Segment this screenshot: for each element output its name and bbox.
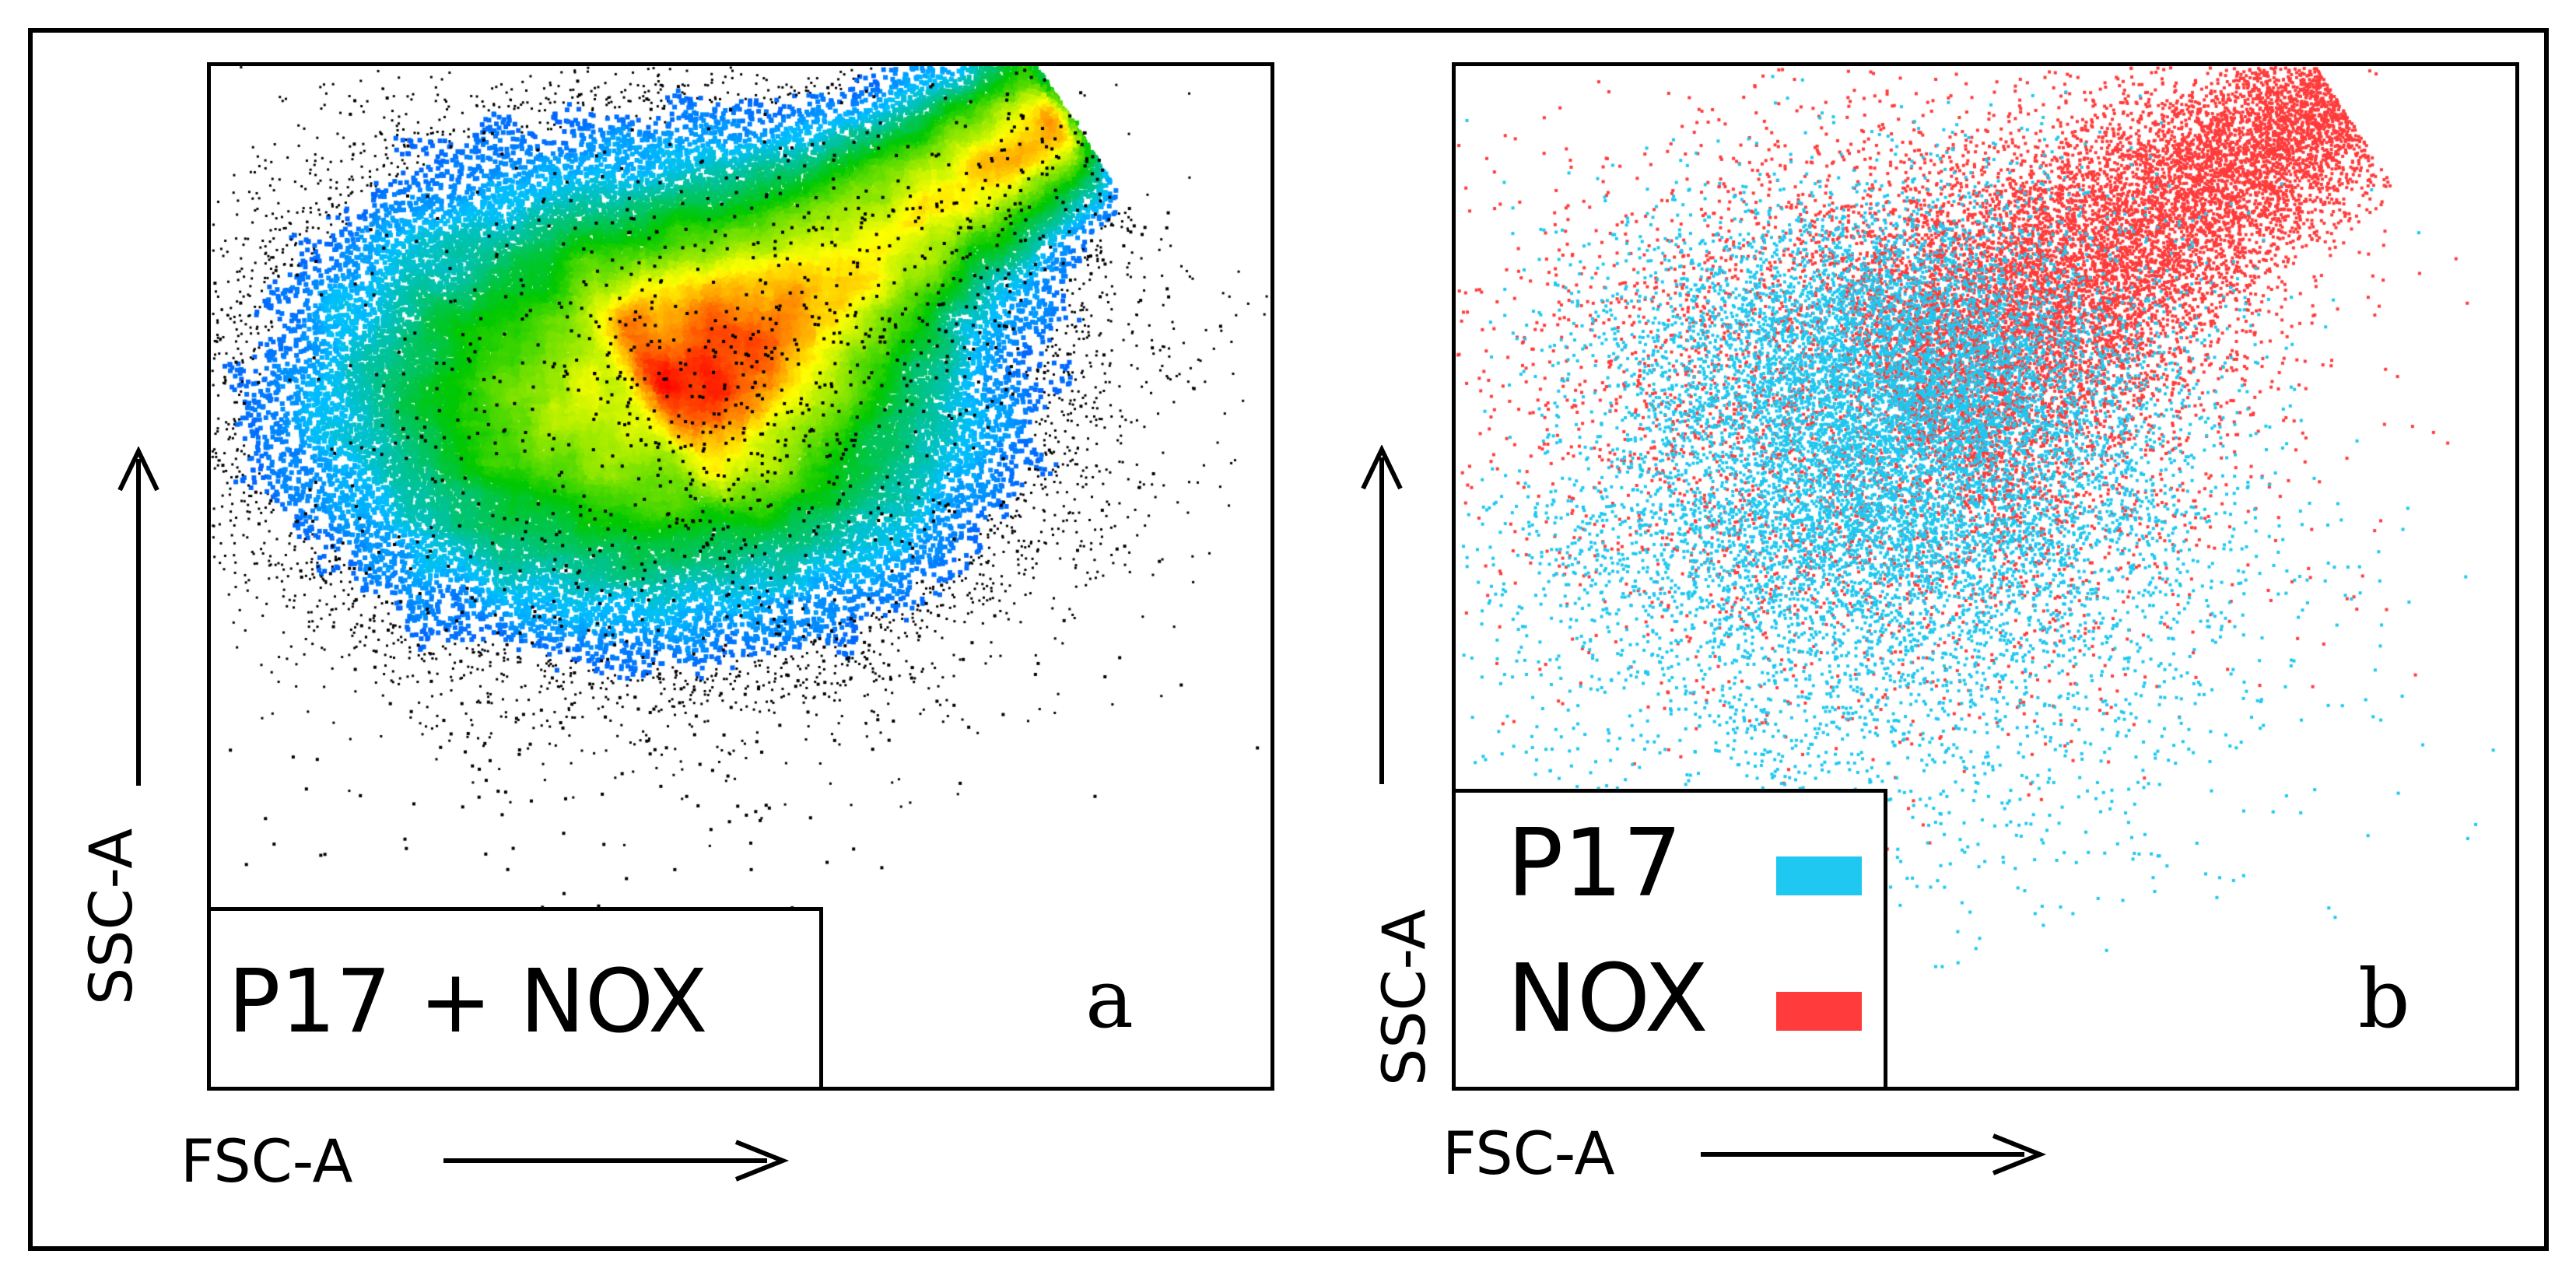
panel-b-plot-area: P17 NOX b	[1452, 62, 2519, 1091]
panel-a-label-box: P17 + NOX	[207, 907, 823, 1091]
panel-a-plot-area: P17 + NOX a	[207, 62, 1274, 1091]
panel-a-y-axis-title: SSC-A	[76, 828, 145, 1005]
legend-swatch-p17	[1776, 856, 1862, 895]
panel-b-x-axis-title: FSC-A	[1442, 1119, 1615, 1188]
panel-a-letter: a	[1085, 951, 1134, 1046]
panel-b-legend: P17 NOX	[1452, 789, 1887, 1091]
panel-b-y-axis-title: SSC-A	[1369, 909, 1439, 1086]
legend-label-p17: P17	[1507, 810, 1683, 918]
legend-swatch-nox	[1776, 992, 1862, 1031]
legend-label-nox: NOX	[1507, 945, 1709, 1053]
panel-a-x-arrow-icon	[443, 1140, 790, 1182]
figure-frame	[28, 28, 2549, 1251]
panel-a-sample-label: P17 + NOX	[228, 951, 708, 1053]
panel-b-letter: b	[2358, 951, 2410, 1046]
panel-b-y-arrow-icon	[1361, 445, 1403, 784]
panel-a-x-axis-title: FSC-A	[180, 1126, 353, 1196]
panel-a-y-arrow-icon	[117, 447, 159, 786]
panel-b-x-arrow-icon	[1701, 1133, 2047, 1175]
